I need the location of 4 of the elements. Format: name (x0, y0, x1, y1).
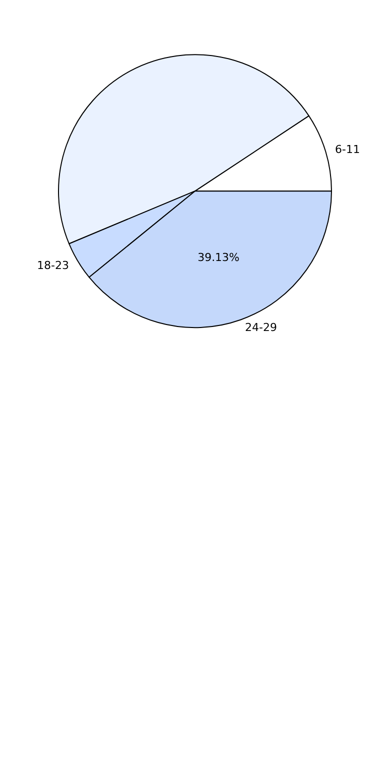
slice-label: 18-23 (37, 259, 69, 272)
slice-label: 24-29 (245, 321, 277, 334)
data-label: 39.13% (198, 250, 240, 264)
slice-label: 6-11 (335, 143, 360, 156)
